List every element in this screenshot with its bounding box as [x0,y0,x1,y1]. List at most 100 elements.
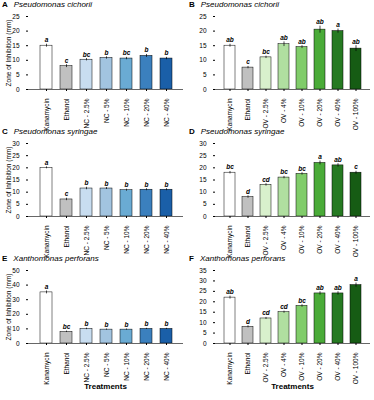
svg-text:30: 30 [12,296,20,303]
svg-text:ab: ab [226,288,234,295]
svg-text:30: 30 [199,277,207,284]
svg-text:NC - 40%: NC - 40% [163,98,170,126]
svg-text:0: 0 [203,213,207,220]
svg-text:OV - 2.5%: OV - 2.5% [262,352,269,382]
svg-text:Zone of Inhibition (mm): Zone of Inhibition (mm) [5,20,13,87]
svg-text:b: b [105,49,109,56]
svg-text:10: 10 [12,188,20,195]
svg-text:OV - 40%: OV - 40% [334,352,341,380]
svg-text:ab: ab [280,34,288,41]
svg-text:NC - 5%: NC - 5% [103,98,110,123]
svg-text:35: 35 [199,267,207,274]
svg-text:ab: ab [316,18,324,25]
svg-text:d: d [246,318,251,325]
svg-text:15: 15 [199,176,207,183]
svg-text:25: 25 [12,13,20,20]
svg-text:Ethanol: Ethanol [244,352,251,375]
svg-text:NC - 2.5%: NC - 2.5% [83,352,90,382]
svg-text:10: 10 [199,319,207,326]
svg-text:OV - 4%: OV - 4% [280,98,287,123]
svg-text:20: 20 [199,27,207,34]
svg-text:Ethanol: Ethanol [63,98,70,121]
svg-text:OV - 20%: OV - 20% [316,225,323,253]
svg-text:c: c [65,190,69,197]
svg-text:25: 25 [199,287,207,294]
svg-text:bc: bc [226,163,234,170]
svg-text:cd: cd [280,303,289,310]
svg-text:5: 5 [203,200,207,207]
svg-text:Kanamycin: Kanamycin [226,225,234,258]
svg-text:Ethanol: Ethanol [63,352,70,375]
svg-text:0: 0 [203,340,207,347]
svg-text:b: b [125,321,129,328]
svg-text:Zone of Inhibition (mm): Zone of Inhibition (mm) [5,274,13,341]
svg-text:5: 5 [16,200,20,207]
svg-text:OV - 100%: OV - 100% [352,352,359,384]
svg-text:30: 30 [199,140,207,147]
svg-text:40: 40 [12,281,20,288]
svg-text:OV - 40%: OV - 40% [334,98,341,126]
svg-text:NC - 20%: NC - 20% [143,352,150,380]
svg-text:b: b [105,180,109,187]
svg-text:15: 15 [12,42,20,49]
svg-text:15: 15 [199,308,207,315]
svg-text:a: a [318,153,322,160]
svg-text:NC - 10%: NC - 10% [123,98,130,126]
svg-text:OV - 4%: OV - 4% [280,225,287,250]
svg-text:Ethanol: Ethanol [63,225,70,248]
svg-text:b: b [145,46,149,53]
svg-text:a: a [354,275,358,282]
svg-text:OV - 10%: OV - 10% [298,98,305,126]
svg-text:OV - 2.5%: OV - 2.5% [262,225,269,255]
svg-text:20: 20 [12,310,20,317]
svg-text:ab: ab [334,284,342,291]
svg-text:b: b [165,181,169,188]
svg-text:ab: ab [298,38,306,45]
svg-text:NC - 2.5%: NC - 2.5% [83,98,90,128]
svg-text:a: a [45,159,49,166]
svg-text:5: 5 [16,71,20,78]
svg-text:NC - 2.5%: NC - 2.5% [83,225,90,255]
svg-text:d: d [246,188,251,195]
svg-text:0: 0 [203,86,207,93]
svg-text:bc: bc [123,49,131,56]
svg-text:b: b [145,320,149,327]
svg-text:bc: bc [83,51,91,58]
svg-text:bc: bc [298,297,306,304]
svg-text:ab: ab [316,284,324,291]
svg-text:30: 30 [12,140,20,147]
svg-text:ab: ab [226,36,234,43]
svg-text:NC - 40%: NC - 40% [163,225,170,253]
svg-text:b: b [85,179,89,186]
svg-text:15: 15 [199,42,207,49]
svg-text:NC - 5%: NC - 5% [103,352,110,377]
svg-text:Kanamycin: Kanamycin [226,98,234,131]
svg-text:0: 0 [16,213,20,220]
svg-text:5: 5 [203,71,207,78]
svg-text:25: 25 [12,152,20,159]
svg-text:b: b [165,49,169,56]
svg-text:b: b [125,181,129,188]
svg-text:cd: cd [262,309,271,316]
svg-text:a: a [45,36,49,43]
svg-text:OV - 20%: OV - 20% [316,98,323,126]
svg-text:a: a [45,283,49,290]
svg-text:20: 20 [199,164,207,171]
svg-text:OV - 10%: OV - 10% [298,225,305,253]
svg-text:0: 0 [16,340,20,347]
svg-text:50: 50 [12,267,20,274]
svg-text:Kanamycin: Kanamycin [43,352,51,385]
svg-text:b: b [165,320,169,327]
svg-text:25: 25 [199,13,207,20]
svg-text:0: 0 [16,86,20,93]
svg-text:OV - 20%: OV - 20% [316,352,323,380]
svg-text:NC - 20%: NC - 20% [143,98,150,126]
svg-text:NC - 5%: NC - 5% [103,225,110,250]
svg-text:Ethanol: Ethanol [244,225,251,248]
svg-text:c: c [65,57,69,64]
svg-text:Kanamycin: Kanamycin [226,352,234,385]
svg-text:OV - 100%: OV - 100% [352,98,359,130]
svg-text:20: 20 [12,164,20,171]
svg-text:NC - 10%: NC - 10% [123,225,130,253]
svg-text:bc: bc [280,168,288,175]
